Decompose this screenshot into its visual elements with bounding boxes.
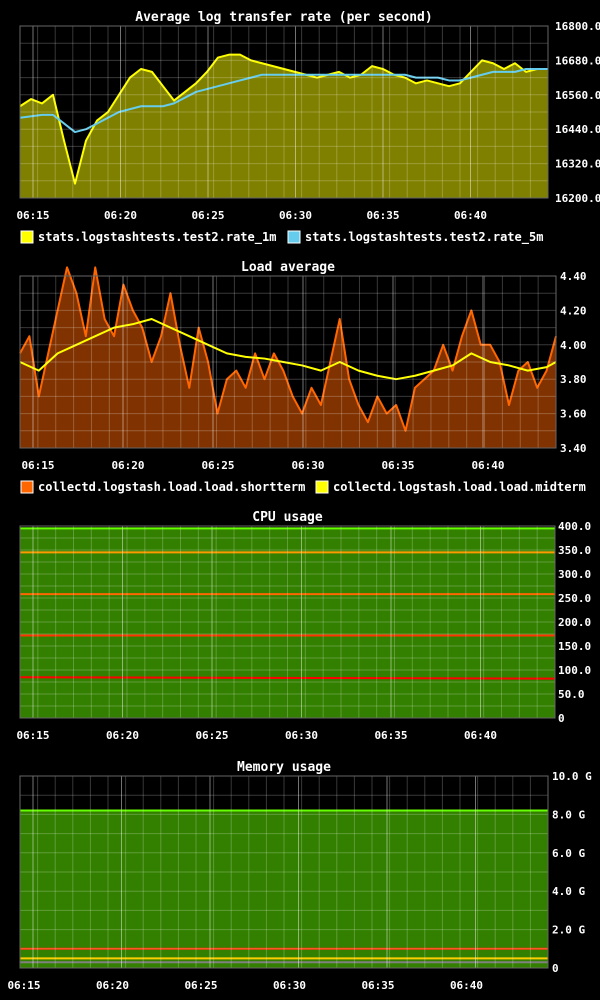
y-tick-label: 3.40	[560, 442, 587, 455]
legend: collectd.logstash.load.load.shortterm col…	[20, 480, 586, 494]
series-area-3	[20, 810, 548, 968]
y-tick-label: 4.00	[560, 339, 587, 352]
chart-title: Average log transfer rate (per second)	[135, 10, 432, 25]
x-tick-label: 06:40	[464, 729, 497, 742]
x-tick-label: 06:40	[454, 209, 487, 222]
legend-swatch	[20, 480, 34, 494]
y-tick-label: 0	[552, 962, 559, 975]
y-tick-label: 16440.0	[555, 123, 600, 136]
series-area-4	[20, 528, 555, 718]
y-tick-label: 10.0 G	[552, 770, 592, 783]
legend-label: collectd.logstash.load.load.midterm	[333, 480, 586, 494]
grid	[19, 525, 556, 719]
y-tick-label: 150.0	[558, 640, 591, 653]
series-line-0	[19, 266, 557, 432]
y-tick-label: 4.40	[560, 270, 587, 283]
series-group	[19, 53, 548, 198]
legend-swatch	[287, 230, 301, 244]
legend-label: collectd.logstash.load.load.shortterm	[38, 480, 305, 494]
legend-swatch	[20, 230, 34, 244]
x-tick-label: 06:30	[273, 979, 306, 992]
x-tick-label: 06:30	[279, 209, 312, 222]
chart-average-log-transfer-rate-per-second: Average log transfer rate (per second) 16…	[16, 10, 600, 245]
plot-border	[19, 25, 549, 199]
y-tick-label: 350.0	[558, 544, 591, 557]
chart-title: CPU usage	[252, 510, 323, 525]
x-tick-label: 06:30	[291, 459, 324, 472]
series-group	[19, 266, 557, 448]
series-area-0	[20, 54, 548, 198]
y-tick-label: 4.0 G	[552, 885, 585, 898]
x-tick-label: 06:20	[106, 729, 139, 742]
chart-memory-usage: Memory usage 10.0 G 8.0 G 6.0 G 4.0 G 2.0 G 0 0…	[7, 760, 592, 992]
x-tick-label: 06:25	[195, 729, 228, 742]
x-tick-label: 06:15	[7, 979, 40, 992]
y-tick-label: 3.60	[560, 408, 587, 421]
series-group	[19, 527, 556, 718]
series-line-0	[19, 676, 556, 680]
y-tick-label: 100.0	[558, 664, 591, 677]
x-tick-label: 06:20	[104, 209, 137, 222]
y-tick-label: 16200.0	[555, 192, 600, 205]
y-tick-label: 4.20	[560, 304, 587, 317]
x-tick-label: 06:25	[191, 209, 224, 222]
legend: stats.logstashtests.test2.rate_1m stats.l…	[20, 230, 543, 245]
x-tick-label: 06:15	[16, 729, 49, 742]
x-tick-label: 06:25	[201, 459, 234, 472]
chart-title: Load average	[241, 260, 335, 275]
y-tick-label: 2.0 G	[552, 924, 585, 937]
y-tick-label: 6.0 G	[552, 847, 585, 860]
series-area-0	[20, 267, 556, 448]
series-line-1	[19, 68, 548, 134]
y-tick-label: 16560.0	[555, 89, 600, 102]
legend-label: stats.logstashtests.test2.rate_1m	[38, 230, 276, 245]
y-tick-label: 0	[558, 712, 565, 725]
y-tick-label: 400.0	[558, 520, 591, 533]
y-tick-label: 16680.0	[555, 54, 600, 67]
x-tick-label: 06:30	[285, 729, 318, 742]
x-tick-label: 06:40	[471, 459, 504, 472]
plot-border	[19, 525, 556, 719]
y-tick-label: 200.0	[558, 616, 591, 629]
series-line-0	[19, 53, 548, 185]
x-tick-label: 06:25	[184, 979, 217, 992]
y-tick-label: 3.80	[560, 373, 587, 386]
x-tick-label: 06:35	[374, 729, 407, 742]
x-tick-label: 06:35	[366, 209, 399, 222]
chart-title: Memory usage	[237, 760, 331, 775]
x-tick-label: 06:20	[111, 459, 144, 472]
x-tick-label: 06:40	[450, 979, 483, 992]
x-tick-label: 06:35	[381, 459, 414, 472]
legend-swatch	[315, 480, 329, 494]
y-tick-label: 16800.0	[555, 20, 600, 33]
x-tick-label: 06:35	[361, 979, 394, 992]
series-group	[20, 809, 548, 968]
plot-border	[19, 775, 549, 969]
y-tick-label: 50.0	[558, 688, 585, 701]
y-tick-label: 250.0	[558, 592, 591, 605]
legend-label: stats.logstashtests.test2.rate_5m	[305, 230, 543, 245]
chart-load-average: Load average 4.40 4.20 4.00 3.80 3.60 3.40 06:1…	[19, 260, 587, 494]
x-tick-label: 06:15	[16, 209, 49, 222]
series-line-1	[19, 318, 557, 381]
x-tick-label: 06:20	[96, 979, 129, 992]
chart-cpu-usage: CPU usage 400.0 350.0 300.0 250.0 200.0 150.0 1…	[16, 510, 591, 742]
y-tick-label: 16320.0	[555, 158, 600, 171]
y-tick-label: 300.0	[558, 568, 591, 581]
plot-border	[19, 275, 557, 449]
y-tick-label: 8.0 G	[552, 808, 585, 821]
x-tick-label: 06:15	[21, 459, 54, 472]
grid	[19, 775, 549, 969]
